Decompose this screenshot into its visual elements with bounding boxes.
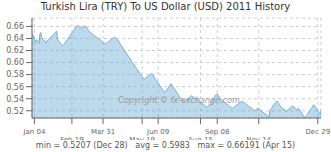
html-text:min = 0.5207 (Dec 28) avg = 0.: min = 0.5207 (Dec 28) avg = 0.5983 max =… xyxy=(35,141,296,150)
svg-text:0.60: 0.60 xyxy=(8,58,24,67)
svg-text:Dec 29: Dec 29 xyxy=(305,128,323,136)
svg-text:0.54: 0.54 xyxy=(8,95,24,104)
svg-text:Mar 31: Mar 31 xyxy=(91,128,115,136)
html-text:Turkish Lira (TRY) To US Dolla: Turkish Lira (TRY) To US Dollar (USD) 20… xyxy=(40,1,291,12)
svg-text:Nov 14: Nov 14 xyxy=(246,136,271,140)
svg-text:0.56: 0.56 xyxy=(8,83,24,92)
svg-text:May 19: May 19 xyxy=(129,136,155,140)
svg-text:0.66: 0.66 xyxy=(8,22,24,31)
svg-text:Jan 04: Jan 04 xyxy=(22,128,45,136)
svg-text:Aug 15: Aug 15 xyxy=(188,136,213,140)
svg-text:Feb 19: Feb 19 xyxy=(60,136,84,140)
svg-text:0.64: 0.64 xyxy=(8,34,24,43)
svg-text:0.58: 0.58 xyxy=(8,70,24,79)
html-text:Copyright © fx-exchange.com: Copyright © fx-exchange.com xyxy=(118,95,240,105)
svg-text:0.52: 0.52 xyxy=(8,107,24,116)
svg-text:Sep 08: Sep 08 xyxy=(205,128,229,136)
svg-text:Jun 09: Jun 09 xyxy=(146,128,169,136)
svg-text:0.62: 0.62 xyxy=(8,46,24,55)
